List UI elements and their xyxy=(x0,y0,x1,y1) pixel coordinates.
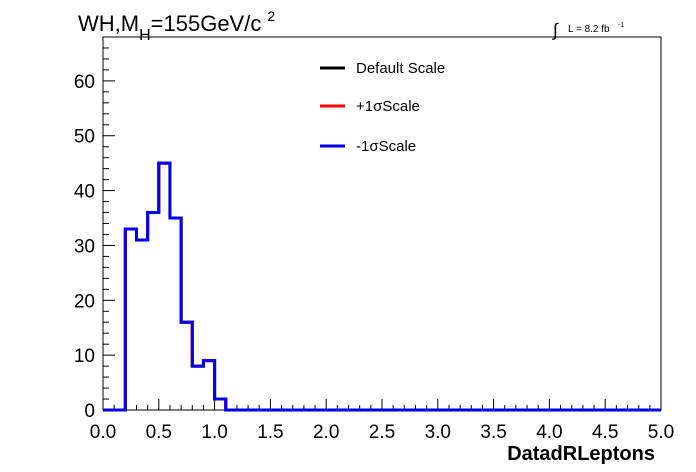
series-line xyxy=(103,161,661,412)
x-tick-label: 0.5 xyxy=(146,422,172,443)
title-rest: =155GeV/c xyxy=(151,11,262,36)
x-tick-label: 4.0 xyxy=(536,422,562,443)
series-layer xyxy=(103,161,661,412)
x-tick-label: 4.5 xyxy=(592,422,618,443)
legend: Default Scale +1σScale -1σScale xyxy=(320,60,445,155)
x-axis-label: DatadRLeptons xyxy=(507,443,655,465)
chart-title: WH,MH=155GeV/c 2 xyxy=(78,8,275,44)
luminosity-label: ∫ L = 8.2 fb -1 xyxy=(551,20,624,40)
y-tick-label: 50 xyxy=(74,127,95,148)
x-tick-label: 1.5 xyxy=(257,422,283,443)
y-tick-label: 10 xyxy=(74,346,95,367)
x-tick-label: 2.5 xyxy=(369,422,395,443)
x-tick-label: 3.0 xyxy=(425,422,451,443)
plot-frame xyxy=(102,36,662,411)
integral-sign: ∫ xyxy=(551,20,559,40)
series-line xyxy=(103,161,661,412)
luminosity-text: L = 8.2 fb xyxy=(568,24,610,35)
y-axis: 0 10 20 30 40 50 60 xyxy=(74,36,115,422)
y-tick-label: 30 xyxy=(74,236,95,257)
legend-label: +1σScale xyxy=(356,98,420,115)
series-line xyxy=(103,161,661,412)
legend-label: Default Scale xyxy=(356,60,445,77)
luminosity-superscript: -1 xyxy=(618,22,624,29)
x-tick-label: 1.0 xyxy=(201,422,227,443)
y-tick-label: 40 xyxy=(74,182,95,203)
title-main: WH,M xyxy=(78,11,139,36)
y-tick-label: 20 xyxy=(74,291,95,312)
title-superscript: 2 xyxy=(267,8,275,24)
title-subscript: H xyxy=(139,27,151,44)
x-tick-label: 2.0 xyxy=(313,422,339,443)
x-tick-label: 5.0 xyxy=(648,422,674,443)
x-tick-label: 0.0 xyxy=(90,422,116,443)
x-tick-label: 3.5 xyxy=(480,422,506,443)
y-tick-label: 60 xyxy=(74,72,95,93)
x-axis: 0.0 0.5 1.0 1.5 2.0 2.5 3.0 3.5 4.0 4.5 5.0 xyxy=(90,399,674,443)
legend-label: -1σScale xyxy=(356,138,416,155)
y-tick-label: 0 xyxy=(84,401,95,422)
